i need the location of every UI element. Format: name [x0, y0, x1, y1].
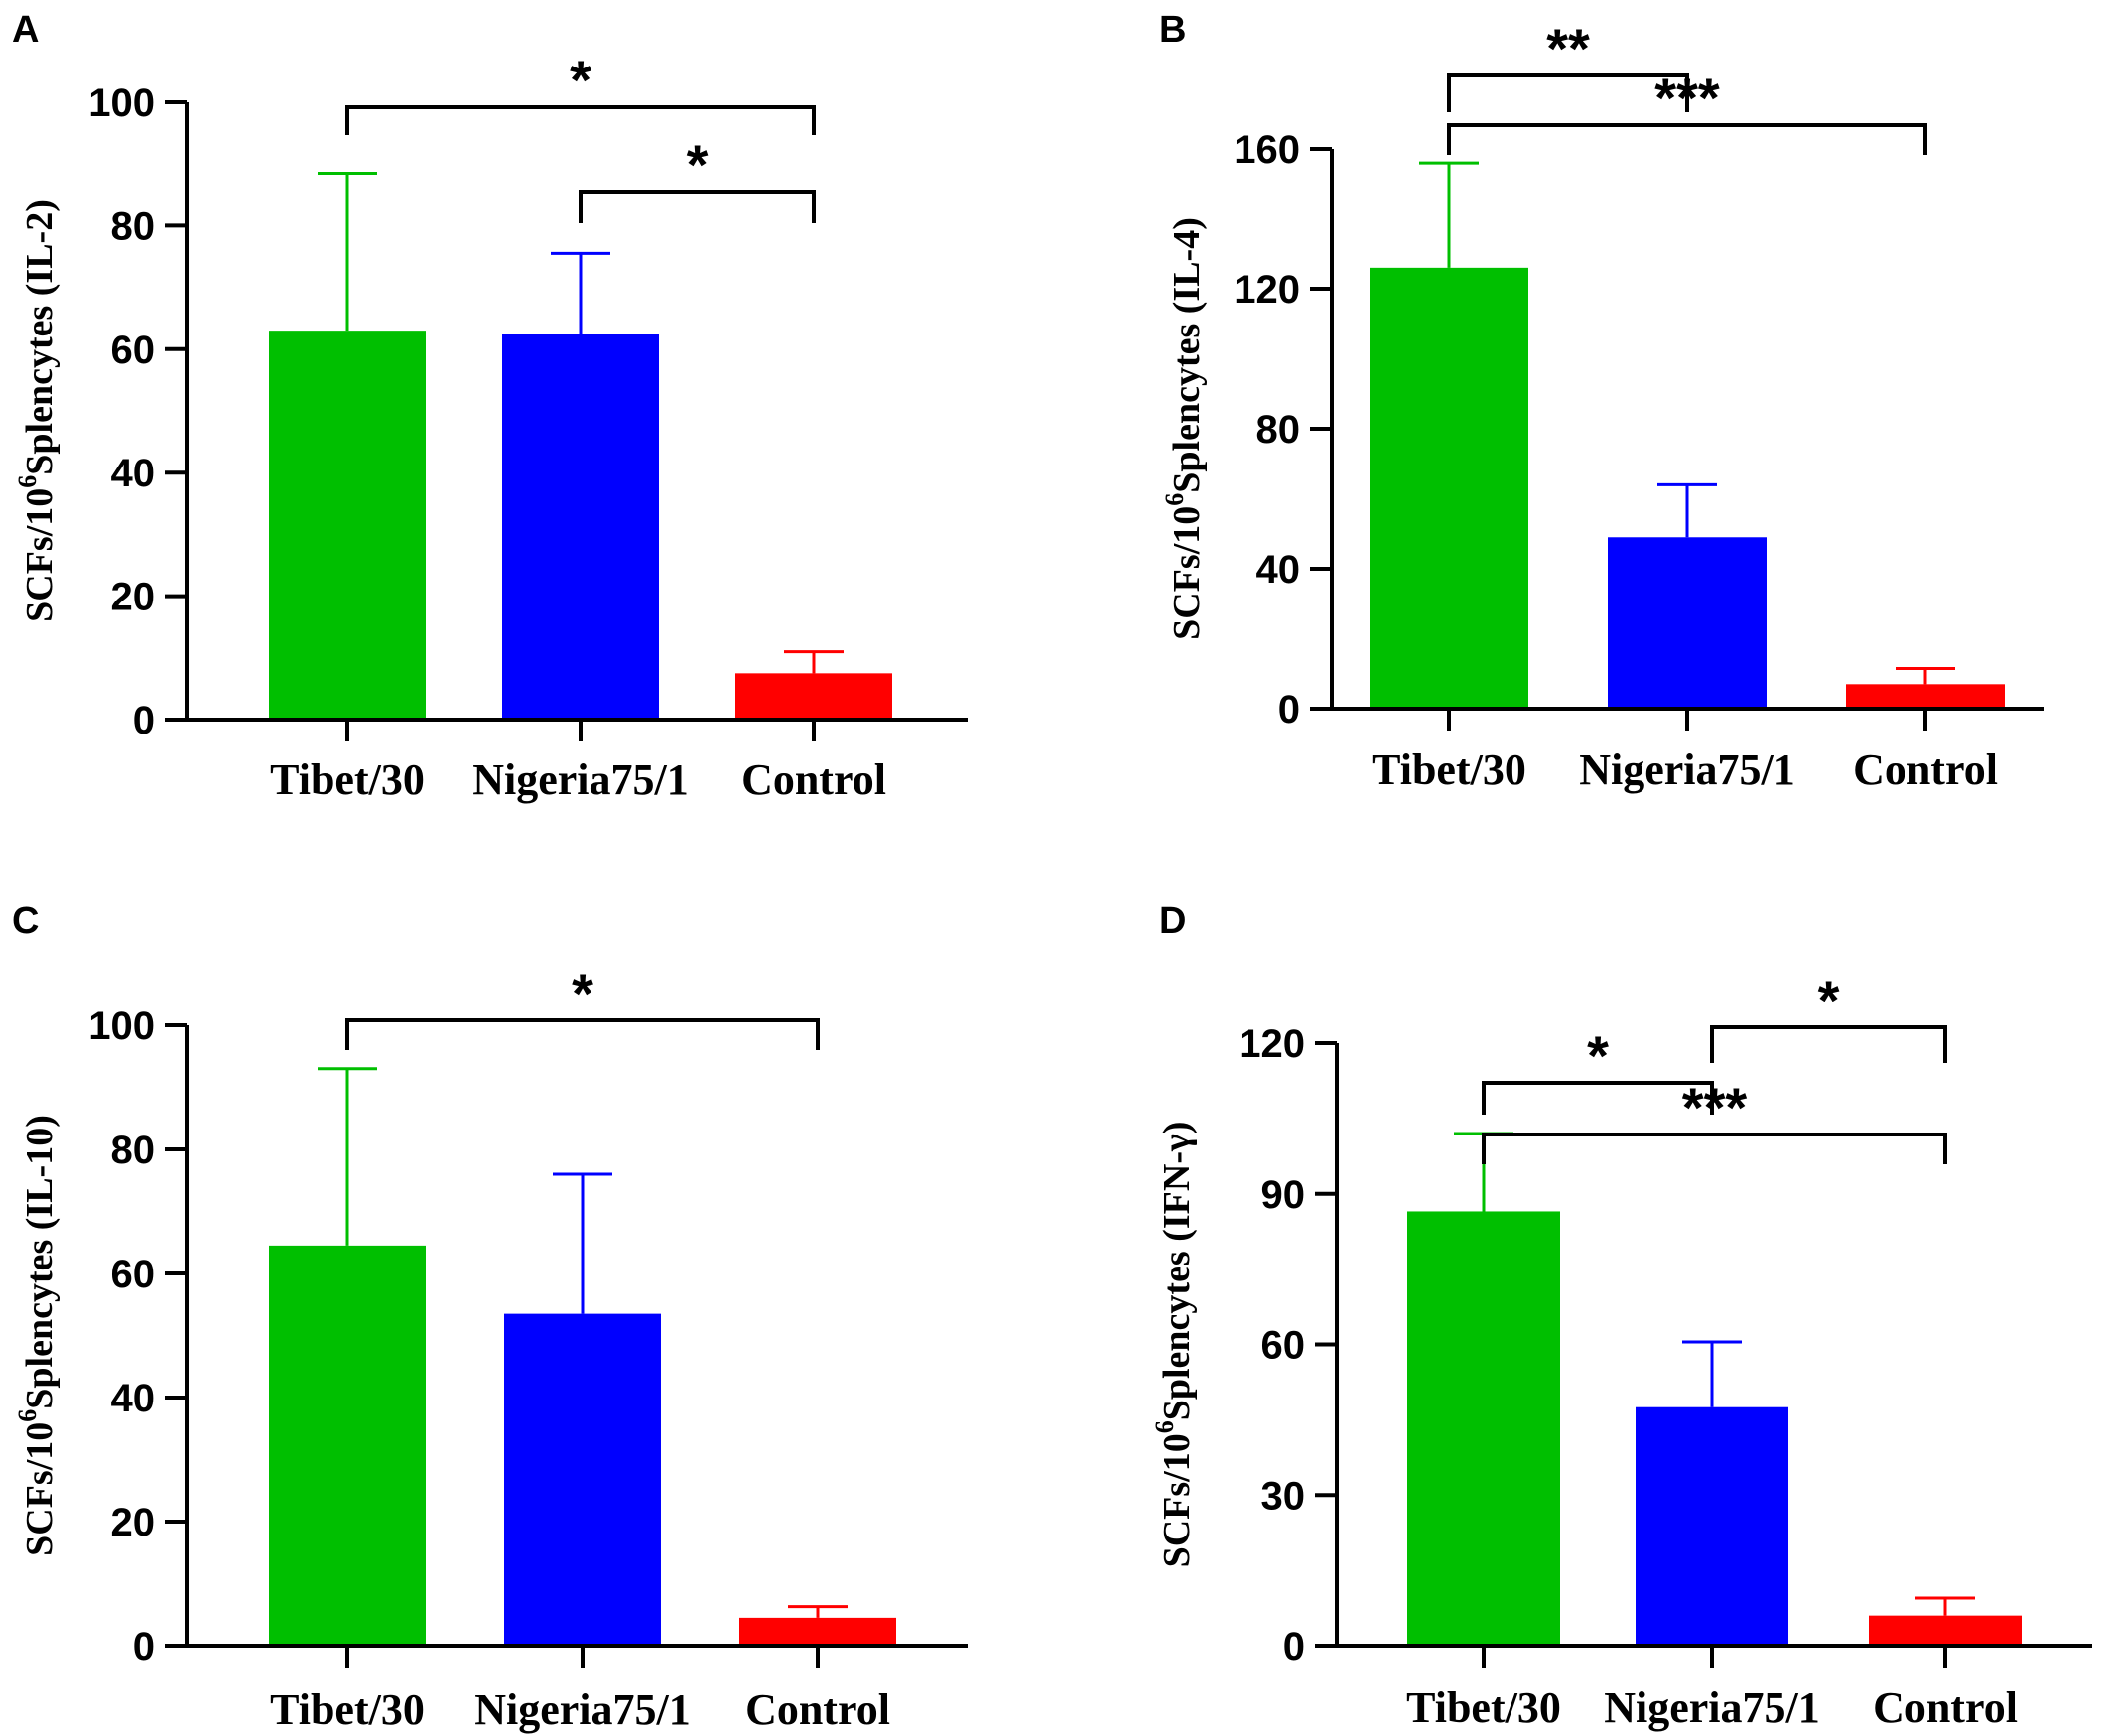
- y-tick-label: 80: [111, 204, 156, 248]
- y-tick-label: 100: [88, 81, 155, 125]
- x-tick-label: Control: [741, 755, 886, 804]
- y-axis-label-sup: 6: [13, 475, 42, 488]
- error-bar: [784, 650, 844, 674]
- bar-tibet-30: [269, 331, 426, 720]
- y-axis-label-rest: Splencytes (IL-2): [19, 200, 61, 475]
- panel-label: A: [12, 9, 39, 51]
- bar-nigeria75-1: [502, 334, 659, 720]
- x-tick-label: Nigeria75/1: [472, 755, 689, 804]
- x-tick-label: Tibet/30: [270, 755, 425, 804]
- error-bar: [551, 251, 610, 334]
- y-tick-label: 60: [111, 329, 156, 372]
- y-axis-label-main: SCFs/10: [19, 488, 61, 622]
- significance-bracket: [345, 105, 816, 135]
- y-tick-label: 20: [111, 576, 156, 619]
- bar-control: [735, 673, 892, 720]
- significance-bracket: [579, 190, 816, 223]
- error-bar: [318, 172, 377, 332]
- y-axis-label: SCFs/106Splencytes (IL-2): [13, 200, 61, 622]
- y-tick-label: 40: [111, 452, 156, 495]
- significance-label: *: [687, 133, 709, 196]
- significance-label: *: [570, 49, 591, 111]
- y-tick-label: 0: [133, 699, 155, 742]
